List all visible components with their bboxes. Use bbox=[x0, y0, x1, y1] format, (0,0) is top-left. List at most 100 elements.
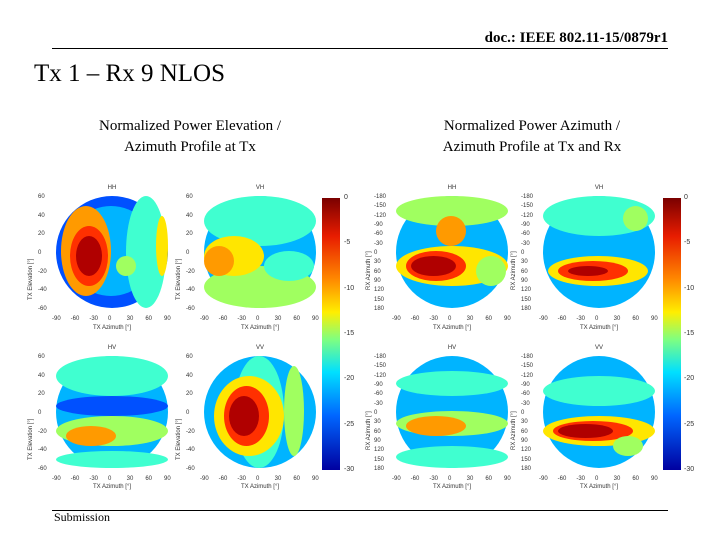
panel-title-hh-right: HH bbox=[447, 185, 457, 191]
document-id: doc.: IEEE 802.11-15/0879r1 bbox=[484, 30, 668, 46]
heatmap-blob bbox=[396, 446, 508, 468]
tick-label: 30 bbox=[274, 316, 282, 322]
tick-label: 0 bbox=[448, 476, 452, 482]
heatmap-blob bbox=[56, 356, 168, 396]
heatmap-blob bbox=[396, 371, 508, 396]
left-subtitle-line2: Azimuth Profile at Tx bbox=[124, 139, 256, 155]
heatmap-blob bbox=[156, 216, 168, 276]
panel-title-vv-left: VV bbox=[255, 345, 264, 351]
tick-label: -90 bbox=[52, 316, 61, 322]
xlabel-hh-left: TX Azimuth [°] bbox=[92, 325, 132, 331]
right-subtitle: Normalized Power Azimuth / Azimuth Profi… bbox=[382, 116, 682, 158]
heatmap-blob bbox=[411, 256, 456, 276]
tick-label: 60 bbox=[145, 316, 153, 322]
xlabel-hv-left: TX Azimuth [°] bbox=[92, 484, 132, 490]
tick-label: -60 bbox=[410, 316, 420, 322]
panel-title-vh-right: VH bbox=[594, 185, 604, 191]
colorbar-left bbox=[322, 198, 340, 470]
tick-label: -90 bbox=[52, 476, 61, 482]
colorbar-tick: -25 bbox=[684, 420, 695, 428]
heatmap-vh-azimuth bbox=[543, 196, 655, 308]
tick-label: 30 bbox=[274, 476, 282, 482]
ylabel-hh-left: TX Elevation [°] bbox=[28, 258, 34, 300]
heatmap-blob bbox=[543, 376, 655, 406]
tick-label: -60 bbox=[218, 316, 228, 322]
heatmap-blob bbox=[264, 251, 314, 281]
colorbar-tick: -5 bbox=[684, 239, 691, 247]
slide-title: Tx 1 – Rx 9 NLOS bbox=[34, 60, 225, 87]
right-subtitle-line1: Normalized Power Azimuth / bbox=[443, 118, 621, 134]
tick-label: 90 bbox=[164, 476, 171, 482]
heatmap-vh-elevation bbox=[204, 196, 316, 308]
heatmap-blob bbox=[284, 366, 304, 456]
heatmap-blob bbox=[406, 416, 466, 436]
header-rule bbox=[52, 48, 668, 49]
colorbar-tick: -30 bbox=[684, 466, 695, 473]
tick-label: -60 bbox=[218, 476, 228, 482]
heatmap-hh-azimuth bbox=[396, 196, 508, 308]
tick-label: 60 bbox=[632, 316, 640, 322]
panel-title-vh-left: VH bbox=[255, 185, 265, 191]
heatmap-blob bbox=[396, 196, 508, 226]
colorbar-right bbox=[663, 198, 681, 470]
tick-label: 0 bbox=[595, 316, 599, 322]
left-subtitle-line1: Normalized Power Elevation / bbox=[98, 118, 282, 134]
tick-label: 0 bbox=[256, 316, 260, 322]
heatmap-blob bbox=[56, 396, 168, 416]
tick-label: -30 bbox=[429, 316, 438, 322]
right-subtitle-line2: Azimuth Profile at Tx and Rx bbox=[442, 139, 622, 155]
heatmap-blob bbox=[76, 236, 102, 276]
heatmap-blob bbox=[204, 246, 234, 276]
colorbar-tick: 0 bbox=[684, 194, 688, 201]
tick-label: 90 bbox=[312, 316, 319, 322]
tick-label: -30 bbox=[576, 476, 585, 482]
tick-label: 90 bbox=[651, 316, 658, 322]
tick-label: 0 bbox=[256, 476, 260, 482]
left-subtitle: Normalized Power Elevation / Azimuth Pro… bbox=[40, 116, 340, 158]
heatmap-blob bbox=[66, 426, 116, 446]
tick-label: -90 bbox=[392, 316, 401, 322]
heatmap-hv-azimuth bbox=[396, 356, 508, 468]
colorbar-tick: -5 bbox=[344, 239, 351, 247]
tick-label: 90 bbox=[504, 476, 511, 482]
tick-label: -90 bbox=[200, 476, 209, 482]
heatmap-vv-elevation bbox=[204, 356, 316, 468]
tick-label: 90 bbox=[504, 316, 511, 322]
heatmap-blob bbox=[558, 424, 613, 438]
ylabel-vh-left: TX Elevation [°] bbox=[176, 258, 182, 300]
ylabel-vv-right: RX Azimuth [°] bbox=[511, 411, 517, 450]
tick-label: 30 bbox=[126, 316, 134, 322]
colorbar-tick: -20 bbox=[684, 375, 695, 383]
tick-label: -90 bbox=[539, 476, 548, 482]
ylabel-vh-right: RX Azimuth [°] bbox=[511, 251, 517, 290]
tick-label: -30 bbox=[89, 476, 98, 482]
tick-label: 60 bbox=[485, 476, 493, 482]
panel-title-vv-right: VV bbox=[594, 345, 603, 351]
tick-label: -90 bbox=[200, 316, 209, 322]
colorbar-tick: -15 bbox=[684, 330, 695, 337]
tick-label: 30 bbox=[466, 476, 474, 482]
tick-label: 0 bbox=[108, 476, 112, 482]
ylabel-hv-left: TX Elevation [°] bbox=[28, 418, 34, 460]
heatmap-blob bbox=[568, 266, 608, 276]
tick-label: 90 bbox=[164, 316, 171, 322]
panel-title-hv-right: HV bbox=[447, 345, 457, 351]
footer-submission: Submission bbox=[54, 510, 111, 524]
heatmap-blob bbox=[623, 206, 648, 231]
heatmap-blob bbox=[229, 396, 259, 436]
tick-label: 30 bbox=[466, 316, 474, 322]
tick-label: 0 bbox=[108, 316, 112, 322]
colorbar-tick: -10 bbox=[344, 284, 355, 292]
tick-label: -60 bbox=[557, 476, 567, 482]
tick-label: -90 bbox=[539, 316, 548, 322]
xlabel-vv-right: TX Azimuth [°] bbox=[579, 484, 619, 490]
xlabel-vv-left: TX Azimuth [°] bbox=[240, 484, 280, 490]
xlabel-hv-right: TX Azimuth [°] bbox=[432, 484, 472, 490]
heatmap-hh-elevation bbox=[56, 196, 168, 308]
footer-rule bbox=[52, 510, 668, 511]
heatmap-hv-elevation bbox=[56, 356, 168, 468]
ylabel-hh-right: RX Azimuth [°] bbox=[366, 251, 372, 290]
tick-label: -30 bbox=[89, 316, 98, 322]
heatmap-blob bbox=[126, 196, 166, 308]
tick-label: -30 bbox=[429, 476, 438, 482]
